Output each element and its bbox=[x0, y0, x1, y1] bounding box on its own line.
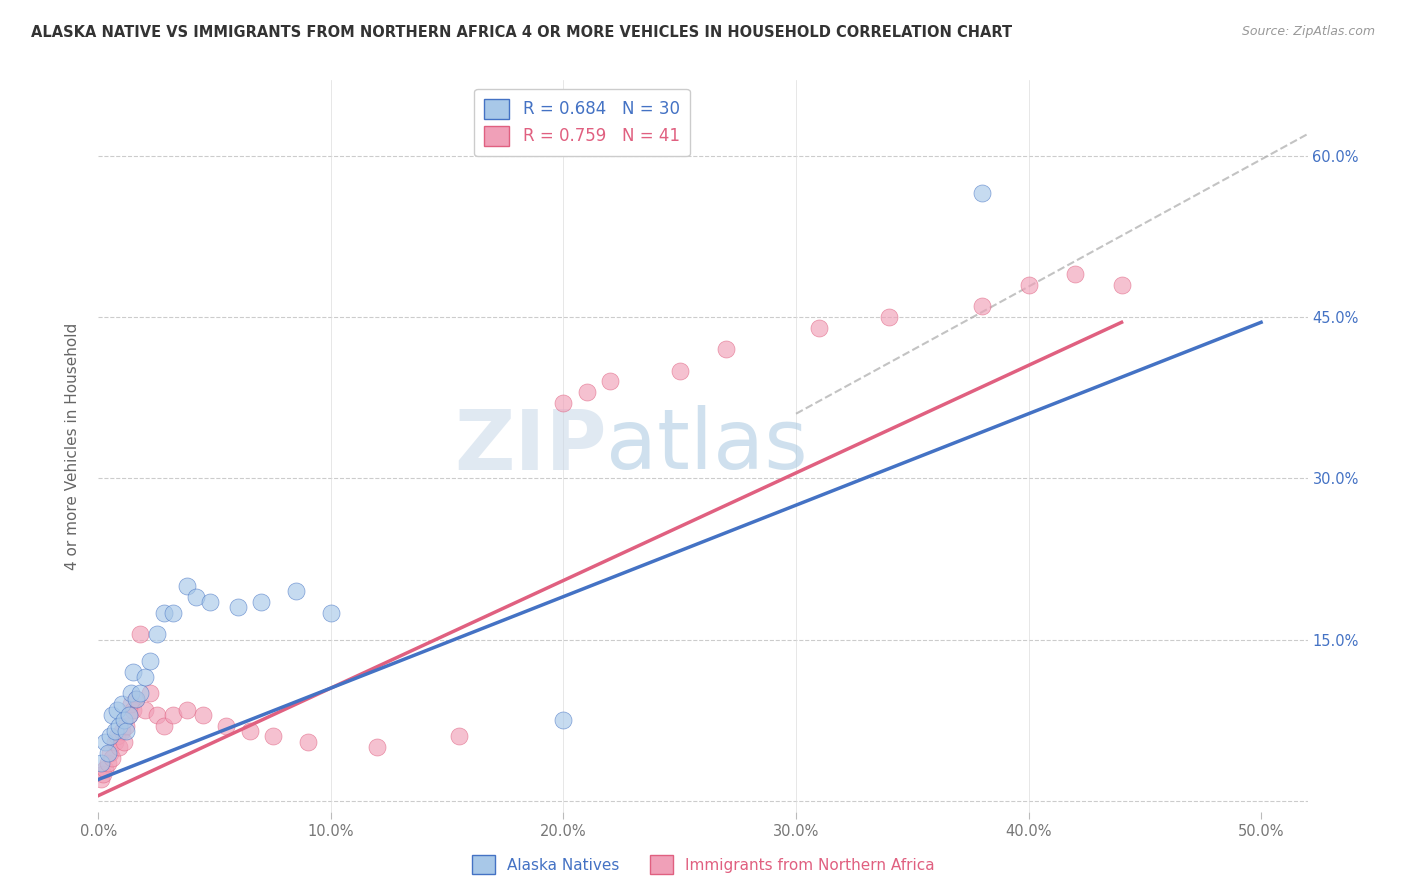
Point bbox=[122, 702, 145, 716]
Point bbox=[145, 707, 167, 722]
Point bbox=[553, 714, 575, 728]
Point bbox=[124, 691, 146, 706]
Point bbox=[112, 735, 135, 749]
Text: Source: ZipAtlas.com: Source: ZipAtlas.com bbox=[1241, 25, 1375, 38]
Point bbox=[98, 746, 121, 760]
Point bbox=[198, 595, 221, 609]
Point bbox=[97, 746, 120, 760]
Point bbox=[118, 707, 141, 722]
Point bbox=[808, 320, 831, 334]
Point bbox=[138, 654, 160, 668]
Point bbox=[184, 590, 207, 604]
Point bbox=[970, 186, 993, 201]
Point bbox=[366, 740, 388, 755]
Point bbox=[129, 686, 152, 700]
Point bbox=[297, 735, 319, 749]
Point bbox=[108, 719, 131, 733]
Point bbox=[176, 579, 198, 593]
Point bbox=[668, 364, 690, 378]
Legend: Alaska Natives, Immigrants from Northern Africa: Alaska Natives, Immigrants from Northern… bbox=[465, 849, 941, 880]
Point bbox=[319, 606, 342, 620]
Point bbox=[285, 584, 308, 599]
Point bbox=[138, 686, 160, 700]
Point bbox=[215, 719, 238, 733]
Point bbox=[134, 702, 156, 716]
Point bbox=[108, 740, 131, 755]
Point bbox=[94, 735, 117, 749]
Point bbox=[599, 375, 621, 389]
Point bbox=[152, 606, 174, 620]
Point bbox=[191, 707, 214, 722]
Text: atlas: atlas bbox=[606, 406, 808, 486]
Point bbox=[250, 595, 273, 609]
Text: ZIP: ZIP bbox=[454, 406, 606, 486]
Point bbox=[129, 627, 152, 641]
Legend: R = 0.684   N = 30, R = 0.759   N = 41: R = 0.684 N = 30, R = 0.759 N = 41 bbox=[474, 88, 690, 156]
Text: ALASKA NATIVE VS IMMIGRANTS FROM NORTHERN AFRICA 4 OR MORE VEHICLES IN HOUSEHOLD: ALASKA NATIVE VS IMMIGRANTS FROM NORTHER… bbox=[31, 25, 1012, 40]
Point bbox=[553, 396, 575, 410]
Point bbox=[115, 724, 138, 739]
Point bbox=[104, 735, 127, 749]
Point bbox=[239, 724, 262, 739]
Point bbox=[447, 730, 470, 744]
Point bbox=[101, 751, 124, 765]
Point bbox=[105, 730, 128, 744]
Point bbox=[124, 691, 146, 706]
Point bbox=[91, 767, 114, 781]
Point bbox=[1018, 277, 1040, 292]
Point bbox=[1111, 277, 1133, 292]
Point bbox=[162, 707, 184, 722]
Point bbox=[94, 762, 117, 776]
Point bbox=[134, 670, 156, 684]
Point bbox=[115, 719, 138, 733]
Point bbox=[111, 697, 134, 711]
Point bbox=[101, 707, 124, 722]
Point bbox=[145, 627, 167, 641]
Point bbox=[122, 665, 145, 679]
Point bbox=[877, 310, 900, 324]
Point bbox=[1064, 267, 1087, 281]
Point bbox=[162, 606, 184, 620]
Point bbox=[112, 714, 135, 728]
Point bbox=[111, 724, 134, 739]
Point bbox=[120, 697, 142, 711]
Point bbox=[152, 719, 174, 733]
Point bbox=[97, 756, 120, 771]
Point bbox=[226, 600, 249, 615]
Point bbox=[262, 730, 284, 744]
Point bbox=[90, 756, 112, 771]
Point bbox=[120, 686, 142, 700]
Point bbox=[970, 299, 993, 313]
Point bbox=[575, 385, 598, 400]
Point bbox=[716, 342, 738, 356]
Point bbox=[105, 702, 128, 716]
Point bbox=[176, 702, 198, 716]
Y-axis label: 4 or more Vehicles in Household: 4 or more Vehicles in Household bbox=[65, 322, 80, 570]
Point bbox=[98, 730, 121, 744]
Point bbox=[118, 707, 141, 722]
Point bbox=[90, 772, 112, 787]
Point bbox=[104, 724, 127, 739]
